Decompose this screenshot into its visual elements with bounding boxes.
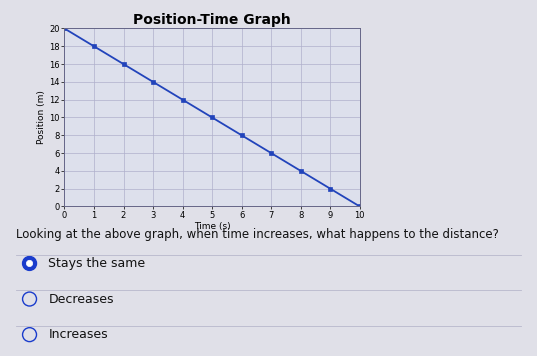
Text: Looking at the above graph, when time increases, what happens to the distance?: Looking at the above graph, when time in… <box>16 228 499 241</box>
Text: Decreases: Decreases <box>48 293 114 305</box>
Title: Position-Time Graph: Position-Time Graph <box>133 13 291 27</box>
X-axis label: Time (s): Time (s) <box>194 222 230 231</box>
Text: Stays the same: Stays the same <box>48 257 146 270</box>
Y-axis label: Position (m): Position (m) <box>37 90 46 145</box>
Text: Increases: Increases <box>48 328 108 341</box>
